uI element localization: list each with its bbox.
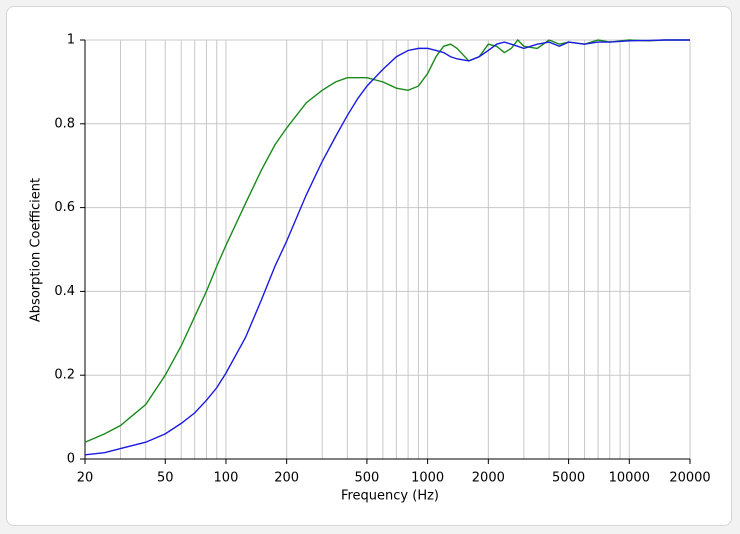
y-tick-label: 1 [67, 33, 75, 48]
y-tick-label: 0.2 [54, 368, 75, 383]
x-tick-label: 100 [214, 471, 239, 486]
series-line [84, 39, 690, 456]
x-tick-label: 50 [157, 471, 174, 486]
y-tick-label: 0.6 [54, 200, 75, 215]
x-tick-label: 200 [274, 471, 299, 486]
series-line [84, 38, 690, 443]
x-tick-label: 1000 [411, 471, 444, 486]
y-tick-label: 0 [67, 452, 75, 467]
x-axis-label: Frequency (Hz) [341, 489, 439, 504]
x-tick-label: 20000 [669, 471, 710, 486]
card [6, 6, 732, 526]
y-tick-label: 0.8 [54, 116, 75, 131]
y-axis-label: Absorption Coefficient [29, 178, 44, 322]
y-tick-label: 0.4 [54, 284, 75, 299]
x-tick-label: 20 [77, 471, 94, 486]
x-tick-label: 5000 [552, 471, 585, 486]
x-tick-label: 10000 [609, 471, 650, 486]
x-tick-label: 2000 [472, 471, 505, 486]
x-tick-label: 500 [355, 471, 380, 486]
